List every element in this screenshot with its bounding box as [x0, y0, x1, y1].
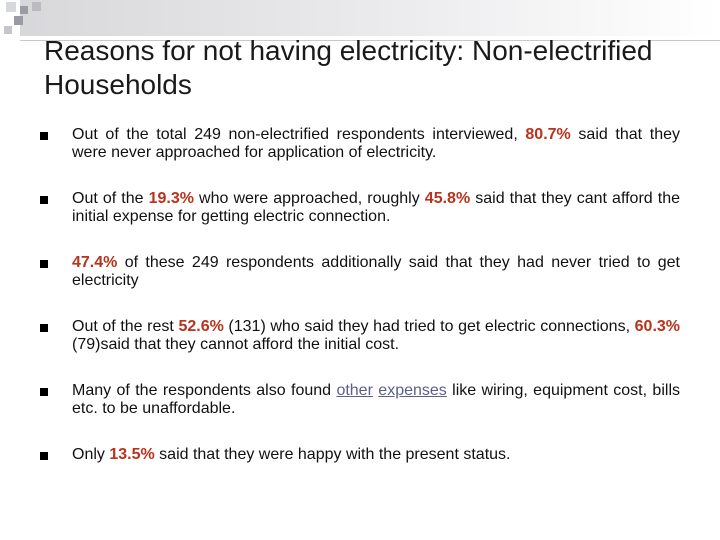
- square-bullet-icon: [40, 196, 48, 204]
- highlighted-figure: 47.4%: [72, 254, 118, 271]
- bullet-item: Out of the 19.3% who were approached, ro…: [40, 190, 680, 226]
- bullet-text-segment: said that they were never approached for…: [72, 126, 680, 161]
- header-square-icon: [14, 16, 23, 25]
- bullet-text-segment: Only: [72, 446, 110, 463]
- highlighted-figure: 80.7%: [525, 126, 571, 143]
- bullet-text-segment: Out of the: [72, 190, 149, 207]
- square-bullet-icon: [40, 324, 48, 332]
- hyperlink[interactable]: other: [336, 382, 373, 399]
- square-bullet-icon: [40, 132, 48, 140]
- bullet-text: Out of the total 249 non-electrified res…: [72, 126, 680, 161]
- bullet-text-segment: Many of the respondents also found: [72, 382, 337, 399]
- slide-title: Reasons for not having electricity: Non-…: [44, 35, 653, 100]
- bullet-item: Out of the total 249 non-electrified res…: [40, 126, 680, 162]
- header-square-icon: [20, 6, 28, 14]
- header-gradient-bar: [20, 0, 720, 36]
- hyperlink[interactable]: expenses: [378, 382, 447, 399]
- square-bullet-icon: [40, 388, 48, 396]
- bullet-item: 47.4% of these 249 respondents additiona…: [40, 254, 680, 290]
- bullet-text-segment: (131) who said they had tried to get ele…: [223, 318, 635, 335]
- bullet-text-segment: (79)said that they cannot afford the ini…: [72, 336, 400, 353]
- square-bullet-icon: [40, 452, 48, 460]
- bullet-text-segment: of these 249 respondents additionally sa…: [72, 254, 680, 289]
- bullet-text-segment: like wiring, equipment cost, bills etc. …: [72, 382, 680, 417]
- header-square-icon: [4, 26, 12, 34]
- bullet-text: 47.4% of these 249 respondents additiona…: [72, 254, 680, 289]
- bullet-item: Only 13.5% said that they were happy wit…: [40, 446, 680, 464]
- bullet-list: Out of the total 249 non-electrified res…: [40, 126, 680, 492]
- highlighted-figure: 52.6%: [178, 318, 224, 335]
- title-divider: [20, 40, 720, 41]
- header-square-icon: [32, 2, 41, 11]
- bullet-text-segment: Out of the rest: [72, 318, 179, 335]
- square-bullet-icon: [40, 260, 48, 268]
- bullet-text: Out of the rest 52.6% (131) who said the…: [72, 318, 680, 353]
- bullet-text: Out of the 19.3% who were approached, ro…: [72, 190, 680, 225]
- header-square-icon: [6, 2, 16, 12]
- highlighted-figure: 45.8%: [424, 190, 471, 207]
- bullet-text-segment: Out of the total 249 non-electrified res…: [72, 126, 526, 143]
- bullet-text-segment: said that they were happy with the prese…: [154, 446, 511, 463]
- bullet-item: Many of the respondents also found other…: [40, 382, 680, 418]
- header-decoration: [0, 0, 720, 40]
- bullet-item: Out of the rest 52.6% (131) who said the…: [40, 318, 680, 354]
- highlighted-figure: 13.5%: [109, 446, 155, 463]
- bullet-text: Only 13.5% said that they were happy wit…: [72, 446, 510, 463]
- highlighted-figure: 19.3%: [148, 190, 194, 207]
- bullet-text-segment: said that they cant afford the initial e…: [72, 190, 680, 225]
- bullet-text: Many of the respondents also found other…: [72, 382, 680, 417]
- highlighted-figure: 60.3%: [634, 318, 681, 335]
- bullet-text-segment: who were approached, roughly: [193, 190, 425, 207]
- header-square-icon: [28, 20, 36, 28]
